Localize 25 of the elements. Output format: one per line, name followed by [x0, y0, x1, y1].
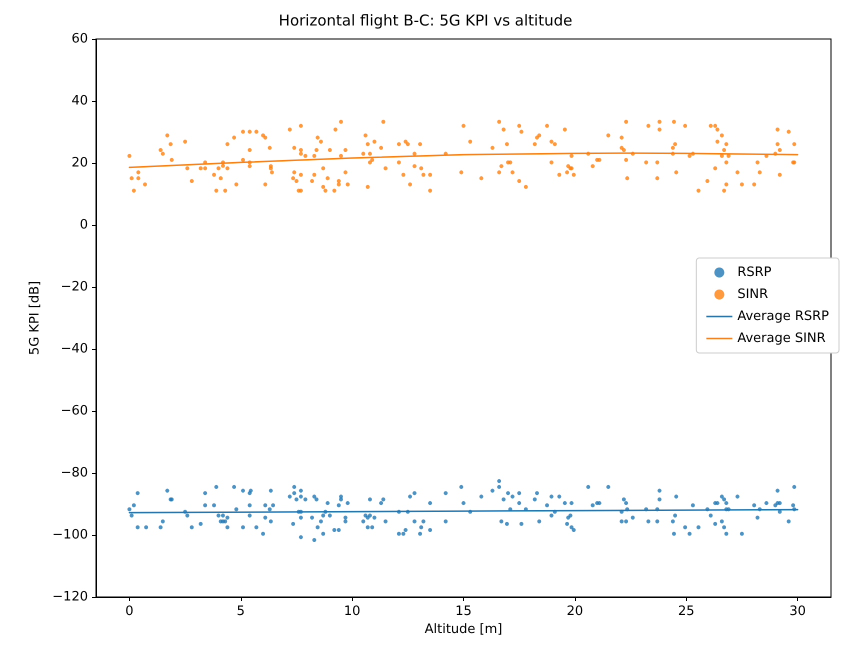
y-tick-label: 0	[80, 218, 88, 232]
y-tick-label: −80	[60, 466, 88, 480]
y-tick-label: −40	[60, 342, 88, 356]
y-tick-label: −120	[52, 590, 88, 604]
y-tick-label: −60	[60, 404, 88, 418]
chart-title: Horizontal flight B-C: 5G KPI vs altitude	[278, 12, 572, 30]
line-series	[128, 152, 798, 168]
y-tick-label: 60	[71, 32, 88, 46]
y-tick-label: 40	[71, 94, 88, 108]
y-tick-label: −20	[60, 280, 88, 294]
x-tick-label: 30	[789, 604, 806, 619]
x-tick-label: 25	[678, 604, 694, 619]
x-tick-label: 15	[455, 604, 472, 619]
legend-label: SINR	[737, 287, 768, 302]
x-tick-label: 20	[566, 604, 584, 619]
y-axis-title: 5G KPI [dB]	[27, 280, 42, 356]
legend-label: RSRP	[737, 265, 772, 280]
y-tick-label: −100	[52, 528, 88, 542]
x-tick-label: 10	[344, 604, 360, 619]
x-tick-label: 5	[236, 604, 245, 619]
x-tick-label: 0	[125, 604, 134, 619]
x-axis-title: Altitude [m]	[424, 622, 502, 637]
legend-label: Average SINR	[737, 331, 826, 346]
y-tick-label: 20	[71, 156, 88, 170]
legend-label: Average RSRP	[737, 309, 830, 324]
